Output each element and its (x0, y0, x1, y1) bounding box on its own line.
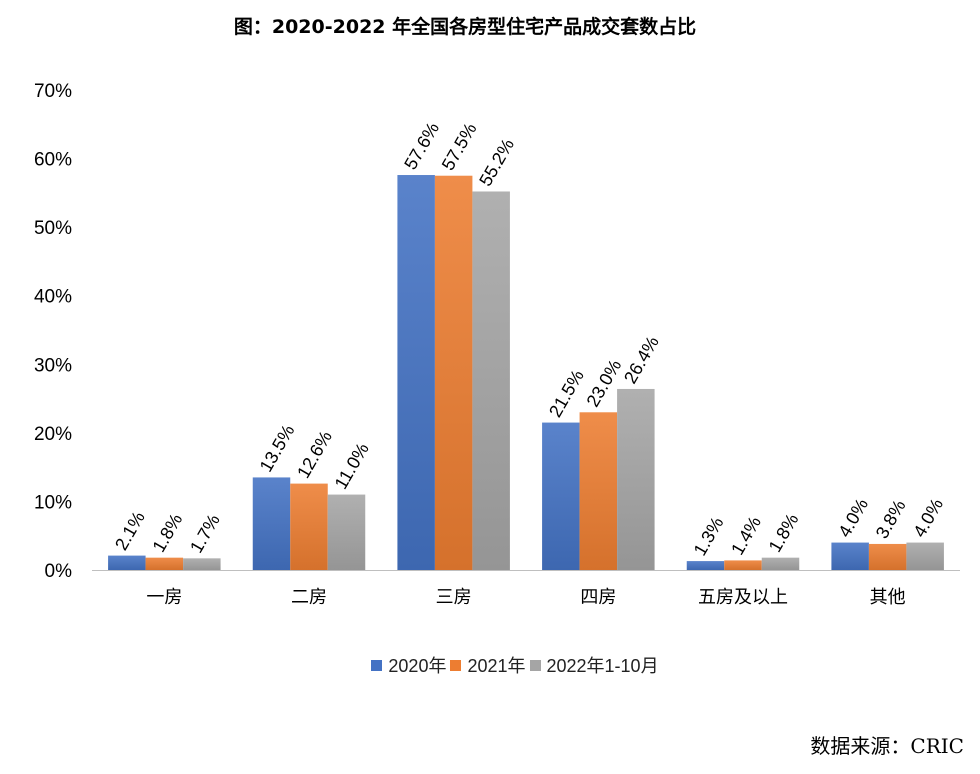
legend-label: 2020年 (388, 656, 447, 676)
data-label: 1.4% (727, 513, 765, 559)
data-label: 1.8% (765, 510, 803, 556)
data-label: 4.0% (909, 495, 947, 541)
bars: 2.1% 1.8% 1.7%13.5%12.6%11.0%57.6%57.5%55.… (108, 119, 947, 570)
bar-1-1 (108, 555, 146, 570)
data-label: 1.8% (148, 510, 186, 556)
data-label: 3.8% (872, 496, 910, 542)
bar-2-5 (724, 560, 762, 570)
bar-1-5 (686, 561, 725, 570)
x-tick-label: 一房 (146, 587, 182, 608)
legend: 2020年 2021年 2022年1-10月 (0, 652, 980, 678)
data-label: 12.6% (293, 427, 336, 481)
bar-1-2 (252, 477, 291, 570)
bar-3-5 (761, 557, 800, 570)
bar-2-4 (579, 412, 618, 570)
x-tick-label: 二房 (291, 587, 327, 608)
data-label: 2.1% (111, 508, 149, 554)
bar-2-2 (290, 483, 328, 570)
data-label: 57.5% (438, 120, 481, 174)
data-label: 57.6% (400, 119, 443, 173)
bar-2-1 (145, 557, 184, 570)
legend-item: 2022年1-10月 (529, 652, 659, 678)
chart-title: 图：2020-2022 年全国各房型住宅产品成交套数占比 (233, 16, 697, 38)
bar-3-2 (327, 494, 366, 570)
data-label: 11.0% (331, 440, 373, 493)
source-note: 数据来源：CRIC (810, 734, 964, 758)
legend-label: 2021年 (467, 656, 526, 676)
y-tick-label: 50% (34, 218, 72, 239)
bar-3-6 (906, 542, 944, 570)
y-tick-label: 30% (34, 355, 72, 376)
bar-1-3 (397, 175, 435, 570)
x-axis: 一房 二房 三房 四房 五房及以上 其他 (92, 570, 960, 608)
data-label: 26.4% (620, 333, 663, 387)
bar-2-6 (868, 543, 907, 570)
x-tick-label: 四房 (580, 587, 616, 608)
y-tick-label: 70% (34, 81, 72, 102)
legend-item: 2021年 (450, 652, 526, 678)
legend-swatch (450, 659, 462, 671)
x-tick-label: 三房 (436, 587, 472, 608)
data-label: 4.0% (834, 495, 872, 541)
x-tick-label: 其他 (870, 587, 906, 608)
legend-item: 2020年 (371, 652, 446, 678)
bar-1-4 (542, 422, 580, 570)
data-label: 1.3% (690, 514, 728, 560)
y-tick-label: 10% (34, 492, 72, 513)
data-label: 13.5% (256, 421, 299, 475)
x-tick-label: 五房及以上 (698, 587, 788, 608)
bar-3-1 (183, 558, 221, 570)
y-tick-label: 60% (34, 150, 72, 171)
data-label: 55.2% (475, 135, 518, 189)
y-tick-label: 40% (34, 287, 72, 308)
legend-swatch (371, 659, 383, 671)
bar-1-6 (831, 542, 869, 570)
data-label: 1.7% (186, 511, 224, 557)
y-tick-label: 0% (45, 561, 73, 582)
y-tick-label: 20% (34, 424, 72, 445)
bar-3-3 (472, 191, 510, 570)
bar-2-3 (434, 175, 473, 570)
legend-swatch (529, 659, 541, 671)
y-axis: 0% 10% 20% 30% 40% 50% 60% 70% (34, 81, 72, 582)
legend-label: 2022年1-10月 (546, 656, 659, 676)
bar-3-4 (617, 388, 655, 570)
